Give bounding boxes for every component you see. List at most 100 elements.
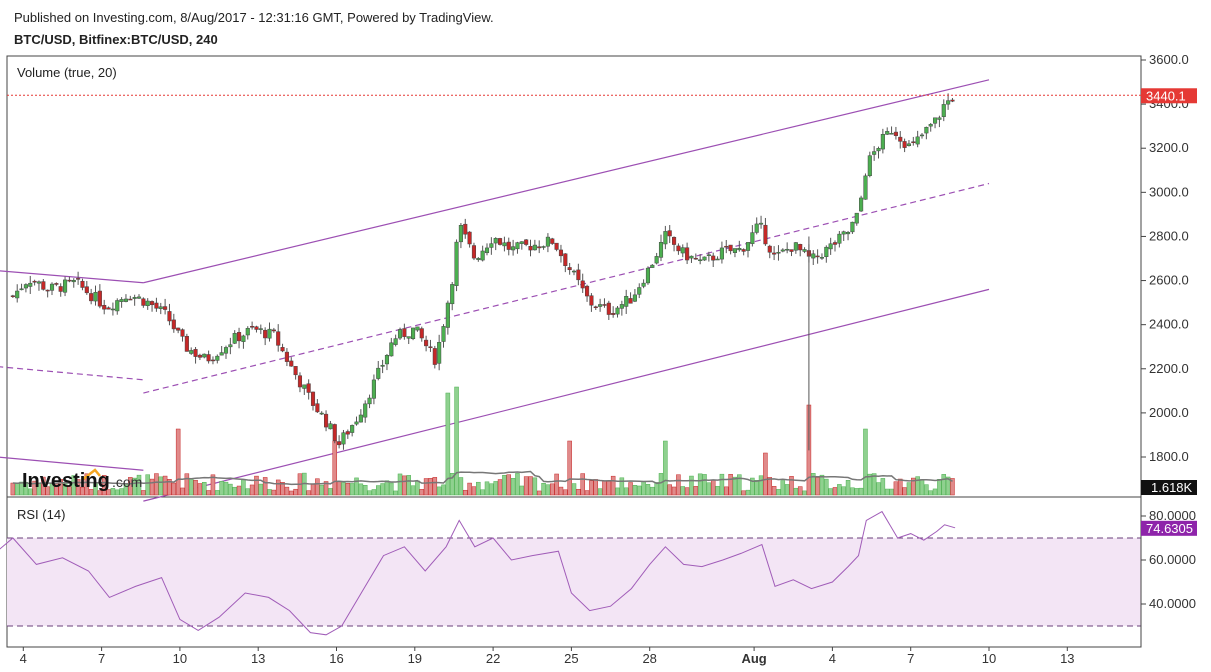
volume-value-tag [1141, 480, 1197, 495]
volume-bar [771, 486, 777, 496]
volume-bar [397, 473, 403, 496]
candle-body [180, 329, 185, 337]
candle-body [615, 307, 620, 315]
volume-bar [750, 477, 755, 496]
candle-body [341, 432, 346, 445]
volume-bar [545, 484, 551, 496]
candle-body [463, 223, 468, 235]
rsi-axis: 80.0000 60.0000 40.0000 [1141, 508, 1196, 611]
candle-body [358, 414, 363, 423]
candle-body [437, 342, 442, 364]
volume-bar [919, 479, 925, 496]
candle-body [558, 249, 564, 257]
candle-body [893, 131, 898, 136]
volume-bar [158, 476, 164, 496]
volume-bar [558, 486, 564, 496]
price-axis: 3600.03400.03200.03000.02800.02600.02400… [1140, 52, 1189, 647]
candle-body [785, 248, 790, 251]
candle-body [663, 231, 668, 245]
candle-body [97, 290, 102, 307]
volume-bar [280, 482, 285, 496]
candle-body [789, 249, 794, 252]
volume-bar [724, 486, 729, 496]
candle-body [267, 328, 272, 339]
volume-bar [637, 485, 642, 496]
candle-body [628, 298, 633, 304]
volume-bar [898, 478, 903, 496]
candle-body [19, 288, 24, 291]
volume-bar [906, 482, 912, 496]
volume-bar [854, 488, 860, 496]
candle-body [702, 256, 707, 261]
candle-body [284, 351, 289, 362]
volume-bar [210, 474, 216, 496]
candle-body [637, 287, 642, 295]
volume-bar [45, 486, 50, 496]
candle-body [924, 126, 929, 134]
volume-bar [563, 489, 568, 496]
volume-bar [880, 478, 886, 496]
candle-body [641, 282, 646, 287]
volume-bar [154, 473, 159, 496]
price-tick-label: 2400.0 [1149, 317, 1189, 332]
candle-body [489, 243, 494, 248]
candle-body [254, 326, 259, 330]
volume-bar [811, 473, 816, 496]
candle-body [206, 354, 211, 362]
candle-body [593, 306, 598, 309]
candle-body [289, 360, 294, 367]
volume-bar [502, 475, 507, 496]
price-tick-label: 2000.0 [1149, 405, 1189, 420]
candle-body [798, 244, 803, 251]
candle-body [315, 403, 320, 413]
candle-body [258, 328, 263, 330]
candle-body [745, 242, 751, 251]
volume-bar [476, 481, 481, 496]
candle-body [241, 335, 246, 342]
symbol-title: BTC/USD, Bitfinex:BTC/USD, 240 [14, 32, 218, 47]
volume-bar [597, 488, 603, 496]
candle-body [515, 242, 520, 250]
volume-bar [115, 489, 120, 496]
candle-body [867, 155, 872, 177]
volume-bar [832, 487, 838, 496]
candle-body [393, 338, 398, 345]
candle-body [245, 328, 250, 336]
candlesticks [10, 93, 955, 451]
candle-body [585, 285, 590, 297]
candle-body [937, 117, 942, 120]
candle-body [537, 246, 542, 249]
volume-bar [641, 480, 646, 496]
volume-bar [610, 475, 616, 496]
volume-bar [358, 483, 364, 496]
volume-bar [267, 489, 272, 496]
volume-bar [506, 474, 512, 496]
candle-body [32, 280, 37, 283]
volume-bar [850, 487, 855, 496]
volume-bar [110, 488, 116, 496]
candle-body [310, 391, 316, 406]
logo-brand: Investing [22, 470, 110, 492]
candle-body [197, 354, 202, 358]
volume-bar [828, 488, 833, 496]
volume-bar [732, 476, 738, 496]
candle-body [184, 335, 189, 352]
candle-body [141, 298, 146, 306]
candle-body [250, 326, 255, 328]
candle-body [885, 131, 890, 135]
candle-body [689, 255, 694, 259]
volume-bar [693, 486, 699, 496]
candle-body [611, 313, 616, 315]
volume-bar [815, 477, 820, 496]
candle-body [215, 355, 220, 361]
candle-body [80, 280, 85, 288]
candle-body [724, 245, 729, 248]
volume-bar [393, 490, 398, 496]
candle-body [876, 148, 881, 152]
rsi-tick-label: 40.0000 [1149, 596, 1196, 611]
volume-bar [145, 474, 150, 496]
volume-bar [254, 475, 259, 496]
candle-body [589, 295, 594, 306]
volume-bar [380, 483, 385, 496]
